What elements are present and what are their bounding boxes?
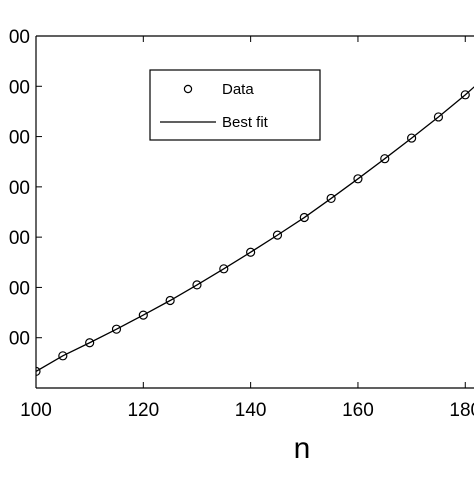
legend-box bbox=[149, 69, 321, 141]
data-point bbox=[58, 351, 68, 361]
data-point bbox=[407, 133, 417, 143]
data-point bbox=[165, 295, 175, 306]
data-point bbox=[246, 247, 256, 257]
series-best-fit-line bbox=[36, 86, 474, 372]
data-point bbox=[219, 264, 229, 274]
y-tick-label: 00 bbox=[9, 178, 30, 199]
x-tick-label: 140 bbox=[235, 400, 267, 421]
x-tick-label: 120 bbox=[127, 400, 159, 421]
data-point bbox=[272, 230, 283, 240]
data-point bbox=[380, 154, 390, 164]
data-point bbox=[299, 212, 309, 223]
data-point bbox=[460, 90, 470, 100]
data-point bbox=[111, 324, 122, 334]
legend: Data Best fit bbox=[149, 69, 321, 141]
x-tick-label: 160 bbox=[342, 400, 374, 421]
x-tick-label: 180 bbox=[449, 400, 474, 421]
axes-layer bbox=[35, 35, 474, 389]
y-tick-label: 00 bbox=[9, 329, 30, 350]
y-tick-label: 00 bbox=[9, 128, 30, 149]
y-tick-label: 00 bbox=[9, 27, 30, 48]
data-point bbox=[192, 280, 202, 290]
data-point bbox=[138, 310, 148, 320]
data-point bbox=[326, 193, 336, 204]
y-tick-label: 00 bbox=[9, 278, 30, 299]
series-layer bbox=[36, 86, 474, 377]
legend-data-label: Data bbox=[222, 81, 254, 98]
ticks-layer: 100 120 140 160 180 00 00 00 00 00 00 00 bbox=[9, 27, 474, 421]
x-tick-label: 100 bbox=[20, 400, 52, 421]
x-axis-label: n bbox=[294, 432, 311, 465]
data-point bbox=[36, 366, 41, 377]
legend-fit-label: Best fit bbox=[222, 114, 269, 131]
data-point bbox=[85, 338, 95, 348]
y-tick-label: 00 bbox=[9, 77, 30, 98]
data-point bbox=[353, 174, 363, 184]
data-point bbox=[433, 112, 444, 122]
legend-data-marker bbox=[183, 84, 193, 94]
y-tick-label: 00 bbox=[9, 228, 30, 249]
